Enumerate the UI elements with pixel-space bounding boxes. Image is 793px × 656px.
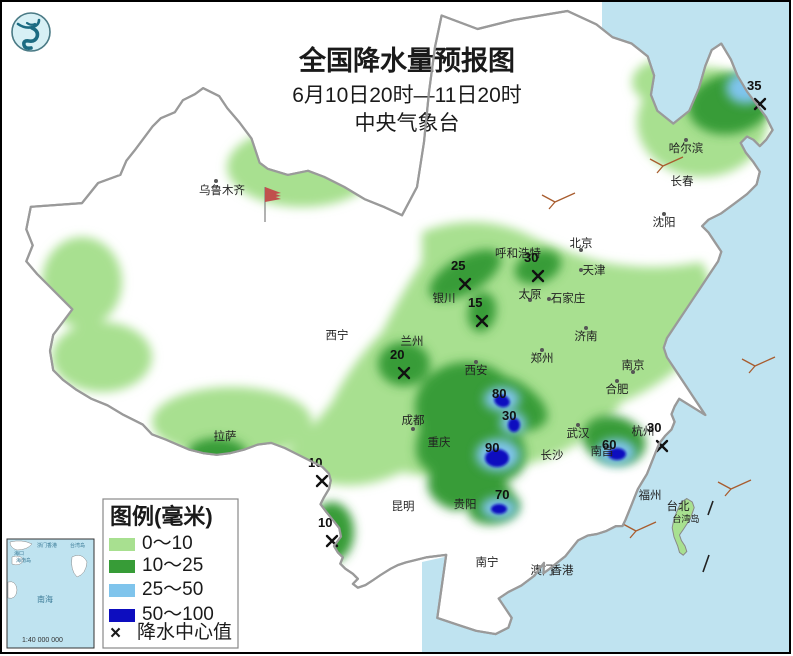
- svg-text:全国降水量预报图: 全国降水量预报图: [298, 45, 515, 76]
- svg-text:60: 60: [602, 437, 616, 452]
- svg-text:浙门香港: 浙门香港: [37, 542, 57, 549]
- svg-text:台湾岛: 台湾岛: [70, 542, 85, 549]
- svg-text:长沙: 长沙: [541, 449, 564, 462]
- svg-text:北京: 北京: [570, 236, 593, 250]
- svg-text:拉萨: 拉萨: [214, 429, 237, 443]
- svg-text:南海: 南海: [37, 594, 53, 604]
- svg-text:6月10日20时—11日20时: 6月10日20时—11日20时: [292, 84, 522, 107]
- svg-text:天津: 天津: [583, 264, 606, 277]
- svg-text:石家庄: 石家庄: [551, 291, 586, 305]
- svg-text:90: 90: [485, 440, 499, 455]
- svg-text:乌鲁木齐: 乌鲁木齐: [199, 183, 245, 197]
- svg-text:银川: 银川: [433, 291, 456, 305]
- svg-text:图例(毫米): 图例(毫米): [110, 504, 213, 529]
- svg-text:西安: 西安: [465, 363, 488, 377]
- svg-text:1:40 000 000: 1:40 000 000: [22, 637, 63, 644]
- svg-text:太原: 太原: [519, 288, 542, 301]
- svg-text:35: 35: [747, 78, 761, 93]
- svg-text:0～10: 0～10: [142, 533, 193, 554]
- svg-text:长春: 长春: [671, 175, 694, 188]
- svg-text:重庆: 重庆: [428, 435, 451, 449]
- svg-text:10～25: 10～25: [142, 555, 203, 576]
- svg-text:80: 80: [492, 386, 506, 401]
- svg-text:南京: 南京: [622, 358, 645, 372]
- svg-text:成都: 成都: [402, 414, 425, 427]
- svg-text:海南岛: 海南岛: [16, 557, 31, 564]
- svg-text:台湾岛: 台湾岛: [672, 513, 699, 524]
- svg-text:海口: 海口: [14, 550, 24, 557]
- svg-text:郑州: 郑州: [531, 351, 554, 365]
- svg-text:台北: 台北: [667, 499, 690, 513]
- svg-text:昆明: 昆明: [392, 500, 415, 513]
- svg-text:贵阳: 贵阳: [454, 498, 477, 511]
- svg-text:西宁: 西宁: [326, 328, 349, 342]
- svg-text:25～50: 25～50: [142, 579, 203, 600]
- svg-text:合肥: 合肥: [606, 382, 629, 396]
- svg-text:沈阳: 沈阳: [653, 215, 676, 229]
- svg-text:70: 70: [495, 487, 509, 502]
- svg-text:南宁: 南宁: [476, 555, 499, 569]
- svg-text:20: 20: [390, 347, 404, 362]
- svg-text:×: ×: [110, 623, 121, 644]
- svg-text:25: 25: [451, 258, 465, 273]
- svg-text:15: 15: [468, 295, 482, 310]
- svg-text:福州: 福州: [639, 488, 662, 502]
- svg-text:降水中心值: 降水中心值: [137, 621, 232, 643]
- svg-text:哈尔滨: 哈尔滨: [669, 141, 704, 155]
- svg-text:济南: 济南: [575, 329, 598, 343]
- svg-text:中央气象台: 中央气象台: [355, 112, 460, 135]
- svg-text:30: 30: [502, 408, 516, 423]
- svg-text:30: 30: [524, 250, 538, 265]
- svg-text:武汉: 武汉: [567, 427, 590, 440]
- svg-text:30: 30: [647, 420, 661, 435]
